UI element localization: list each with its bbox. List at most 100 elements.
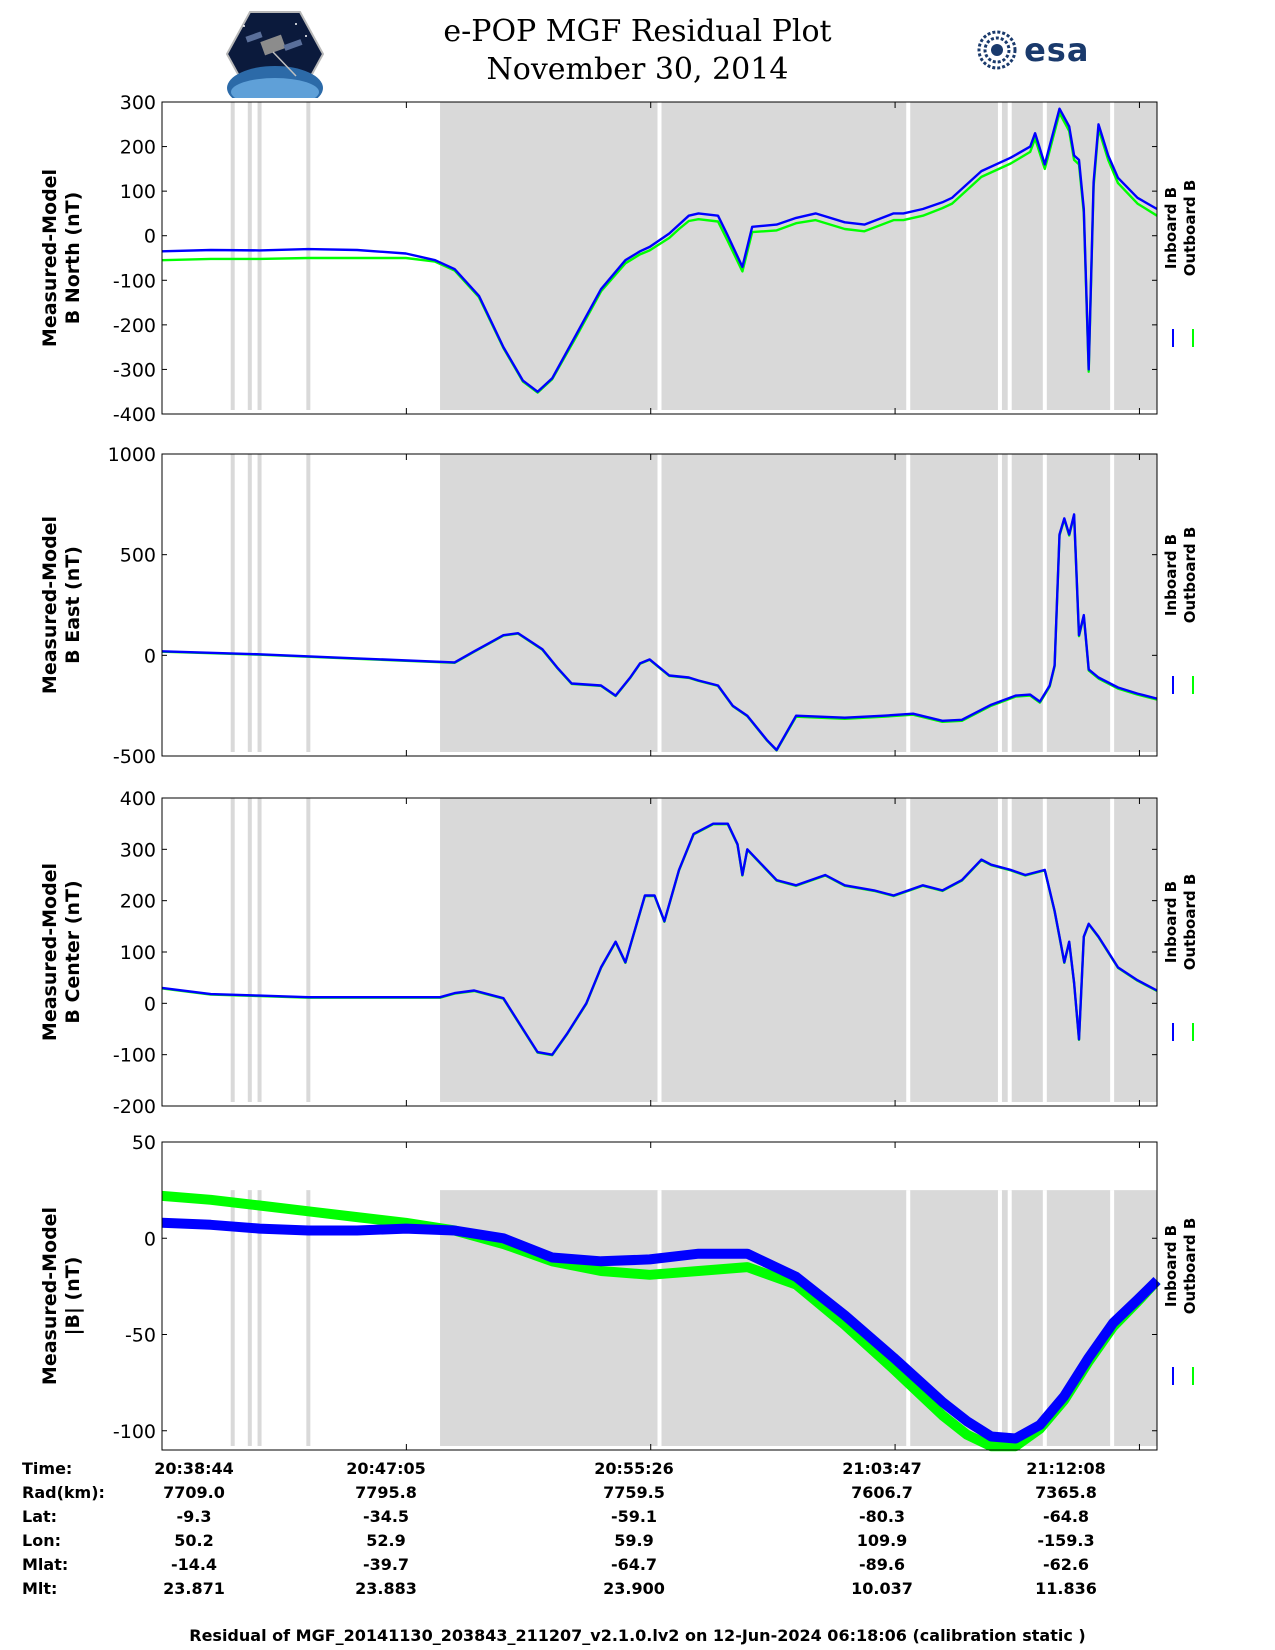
y-axis-label: Measured-Model|B| (nT) xyxy=(39,1207,84,1385)
y-tick-label: 0 xyxy=(144,645,156,667)
y-tick-label: 0 xyxy=(144,1228,156,1250)
info-row: Lat: -9.3 -34.5 -59.1 -80.3 -64.8 xyxy=(22,1504,1126,1528)
gap-marker-line xyxy=(257,1190,262,1446)
legend-labels: Inboard BOutboard B xyxy=(1162,874,1199,971)
info-row-label: Mlat: xyxy=(22,1554,69,1574)
inboard-b-series-line xyxy=(161,513,1158,752)
gap-separator-line xyxy=(1110,454,1115,752)
gap-separator-line xyxy=(657,1190,662,1446)
y-axis-label-line1: Measured-Model xyxy=(39,1207,61,1385)
esa-logo-text: esa xyxy=(1024,31,1090,69)
legend-outboard-label: Outboard B xyxy=(1181,527,1199,624)
info-row-label: Mlt: xyxy=(22,1578,58,1598)
chart-title: e-POP MGF Residual Plot xyxy=(443,14,832,49)
plot-frame xyxy=(161,453,1158,757)
inboard-b-series-line xyxy=(161,107,1158,393)
info-cell: -39.7 xyxy=(362,1554,410,1574)
info-cell: -59.1 xyxy=(610,1506,658,1526)
gap-marker-line xyxy=(306,1190,311,1446)
y-axis-label-line1: Measured-Model xyxy=(39,516,61,694)
gap-separator-line xyxy=(997,102,1002,410)
gap-separator-line xyxy=(1007,798,1012,1102)
gap-marker-line xyxy=(257,102,262,410)
info-cell: -14.4 xyxy=(170,1554,218,1574)
gap-separator-line xyxy=(997,1190,1002,1446)
info-cell: 7365.8 xyxy=(1035,1482,1097,1502)
y-tick-label: -400 xyxy=(113,404,156,426)
info-row: Time: 20:38:44 20:47:05 20:55:26 21:03:47 21:… xyxy=(22,1456,1126,1480)
y-tick-label: 0 xyxy=(144,993,156,1015)
y-tick-label: 300 xyxy=(120,92,156,114)
gap-separator-line xyxy=(1042,454,1047,752)
info-row: Mlat: -14.4 -39.7 -64.7 -89.6 -62.6 xyxy=(22,1552,1126,1576)
info-cell: -62.6 xyxy=(1042,1554,1090,1574)
data-gap-shading xyxy=(440,798,1157,1102)
inboard-b-series-line xyxy=(161,1217,1161,1444)
data-gap-shading xyxy=(440,454,1157,752)
info-cell: -89.6 xyxy=(858,1554,906,1574)
legend-inboard-label: Inboard B xyxy=(1162,881,1180,963)
gap-marker-line xyxy=(247,798,252,1102)
gap-marker-line xyxy=(247,1190,252,1446)
gap-separator-line xyxy=(906,454,911,752)
b-east-panel: 1000 500 0 -500 Measured-ModelB East (nT) Inb… xyxy=(39,444,1199,768)
gap-marker-line xyxy=(230,798,235,1102)
gap-marker-line xyxy=(306,454,311,752)
y-tick-label: -100 xyxy=(113,1421,156,1443)
info-cell: 21:12:08 xyxy=(1026,1458,1106,1478)
info-row: Mlt: 23.871 23.883 23.900 10.037 11.836 xyxy=(22,1576,1126,1600)
y-tick-label: 200 xyxy=(120,137,156,159)
info-cell: 10.037 xyxy=(851,1578,913,1598)
plot-frame xyxy=(161,1141,1158,1451)
info-row-label: Lon: xyxy=(22,1530,61,1550)
gap-separator-line xyxy=(657,454,662,752)
info-row: Rad(km): 7709.0 7795.8 7759.5 7606.7 7365.8 xyxy=(22,1480,1126,1504)
info-cell: 50.2 xyxy=(174,1530,214,1550)
esa-swirl-icon xyxy=(977,30,1017,70)
gap-separator-line xyxy=(997,454,1002,752)
y-tick-label: -50 xyxy=(125,1325,156,1347)
info-cell: 109.9 xyxy=(856,1530,908,1550)
info-row-label: Lat: xyxy=(22,1506,58,1526)
data-gap-shading xyxy=(440,102,1157,410)
info-cell: -34.5 xyxy=(362,1506,410,1526)
y-axis-label: Measured-ModelB Center (nT) xyxy=(39,863,84,1041)
gap-marker-line xyxy=(247,102,252,410)
info-cell: -159.3 xyxy=(1037,1530,1095,1550)
info-cell: 23.883 xyxy=(355,1578,417,1598)
y-tick-label: 0 xyxy=(144,226,156,248)
gap-separator-line xyxy=(906,1190,911,1446)
chart-date: November 30, 2014 xyxy=(486,52,789,87)
legend-labels: Inboard BOutboard B xyxy=(1162,1218,1199,1315)
y-tick-label: -200 xyxy=(113,315,156,337)
inboard-b-series-line xyxy=(161,822,1158,1056)
info-cell: -9.3 xyxy=(176,1506,212,1526)
gap-separator-line xyxy=(997,798,1002,1102)
y-tick-label: 300 xyxy=(120,839,156,861)
b-total-panel: 50 0 -50 -100 Measured-Model|B| (nT) Inboard … xyxy=(39,1132,1199,1452)
y-axis-label-line1: Measured-Model xyxy=(39,169,61,347)
y-tick-label: 100 xyxy=(120,942,156,964)
legend-outboard-label: Outboard B xyxy=(1181,874,1199,971)
gap-marker-line xyxy=(247,454,252,752)
info-cell: 7795.8 xyxy=(355,1482,417,1502)
gap-separator-line xyxy=(1110,798,1115,1102)
y-axis-label: Measured-ModelB North (nT) xyxy=(39,169,84,347)
info-cell: 21:03:47 xyxy=(842,1458,922,1478)
info-row-label: Rad(km): xyxy=(22,1482,105,1502)
gap-marker-line xyxy=(230,454,235,752)
legend-inboard-label: Inboard B xyxy=(1162,187,1180,269)
info-cell: 23.871 xyxy=(163,1578,225,1598)
footer-caption: Residual of MGF_20141130_203843_211207_v… xyxy=(189,1626,1086,1645)
info-cell: 52.9 xyxy=(366,1530,406,1550)
gap-marker-line xyxy=(230,102,235,410)
y-tick-label: -500 xyxy=(113,746,156,768)
esa-logo: esa xyxy=(975,30,1089,70)
info-cell: 59.9 xyxy=(614,1530,654,1550)
y-tick-label: 1000 xyxy=(108,444,156,466)
info-cell: -64.8 xyxy=(1042,1506,1090,1526)
y-axis-label-line2: B East (nT) xyxy=(62,546,84,664)
gap-separator-line xyxy=(1110,102,1115,410)
gap-separator-line xyxy=(906,798,911,1102)
